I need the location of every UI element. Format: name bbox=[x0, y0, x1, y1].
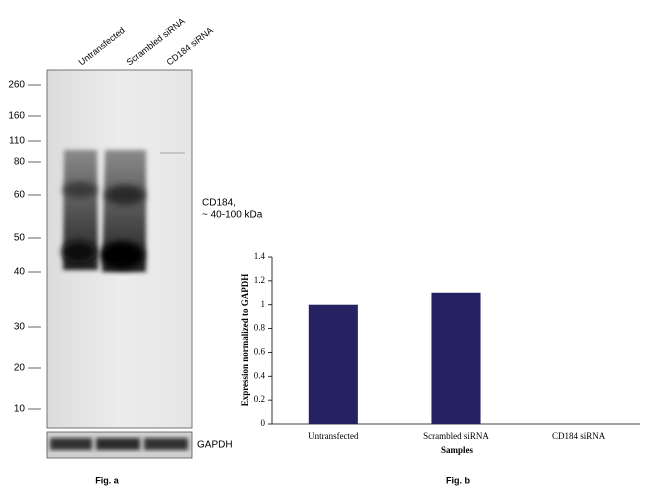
marker-label: 10 bbox=[14, 404, 26, 415]
gapdh-band bbox=[144, 438, 188, 450]
bar-chart: Fig. b Samples Expression normalized to … bbox=[240, 251, 640, 485]
lane-label: Untransfected bbox=[77, 25, 127, 67]
band bbox=[62, 241, 96, 263]
marker-label: 30 bbox=[14, 322, 26, 333]
blot bbox=[46, 69, 193, 459]
bar bbox=[308, 304, 358, 424]
y-tick-label: 0.8 bbox=[254, 323, 266, 333]
band bbox=[63, 182, 97, 198]
x-tick-label: CD184 siRNA bbox=[552, 431, 606, 441]
y-tick-label: 1.2 bbox=[254, 275, 265, 285]
gapdh-band bbox=[96, 438, 140, 450]
band-label: CD184, bbox=[202, 198, 236, 209]
y-tick-label: 0.2 bbox=[254, 394, 265, 404]
marker-label: 40 bbox=[14, 267, 26, 278]
lane-smear bbox=[63, 150, 98, 270]
marker-label: 260 bbox=[8, 80, 25, 91]
figure-caption: Fig. a bbox=[95, 475, 119, 485]
marker-label: 160 bbox=[8, 111, 25, 122]
y-tick-label: 0.4 bbox=[254, 370, 266, 380]
marker-label: 110 bbox=[9, 136, 25, 147]
x-tick-label: Untransfected bbox=[308, 431, 359, 441]
gapdh-band bbox=[50, 438, 92, 450]
y-tick-label: 0 bbox=[261, 418, 266, 428]
band bbox=[100, 241, 144, 269]
y-tick-label: 0.6 bbox=[254, 346, 266, 356]
figure-caption: Fig. b bbox=[446, 475, 470, 485]
y-tick-label: 1 bbox=[261, 299, 266, 309]
loading-control-label: GAPDH bbox=[197, 440, 233, 451]
y-axis-label: Expression normalized to GAPDH bbox=[240, 274, 250, 407]
x-axis-label: Samples bbox=[441, 445, 474, 455]
x-tick-label: Scrambled siRNA bbox=[423, 431, 489, 441]
marker-label: 60 bbox=[14, 190, 26, 201]
marker-label: 20 bbox=[14, 363, 26, 374]
band-label: ~ 40-100 kDa bbox=[202, 210, 263, 221]
bar bbox=[431, 292, 481, 424]
marker-label: 50 bbox=[14, 233, 26, 244]
lane-smear bbox=[102, 150, 146, 272]
y-tick-label: 1.4 bbox=[254, 251, 266, 261]
marker-label: 80 bbox=[14, 157, 26, 168]
band bbox=[105, 185, 145, 205]
